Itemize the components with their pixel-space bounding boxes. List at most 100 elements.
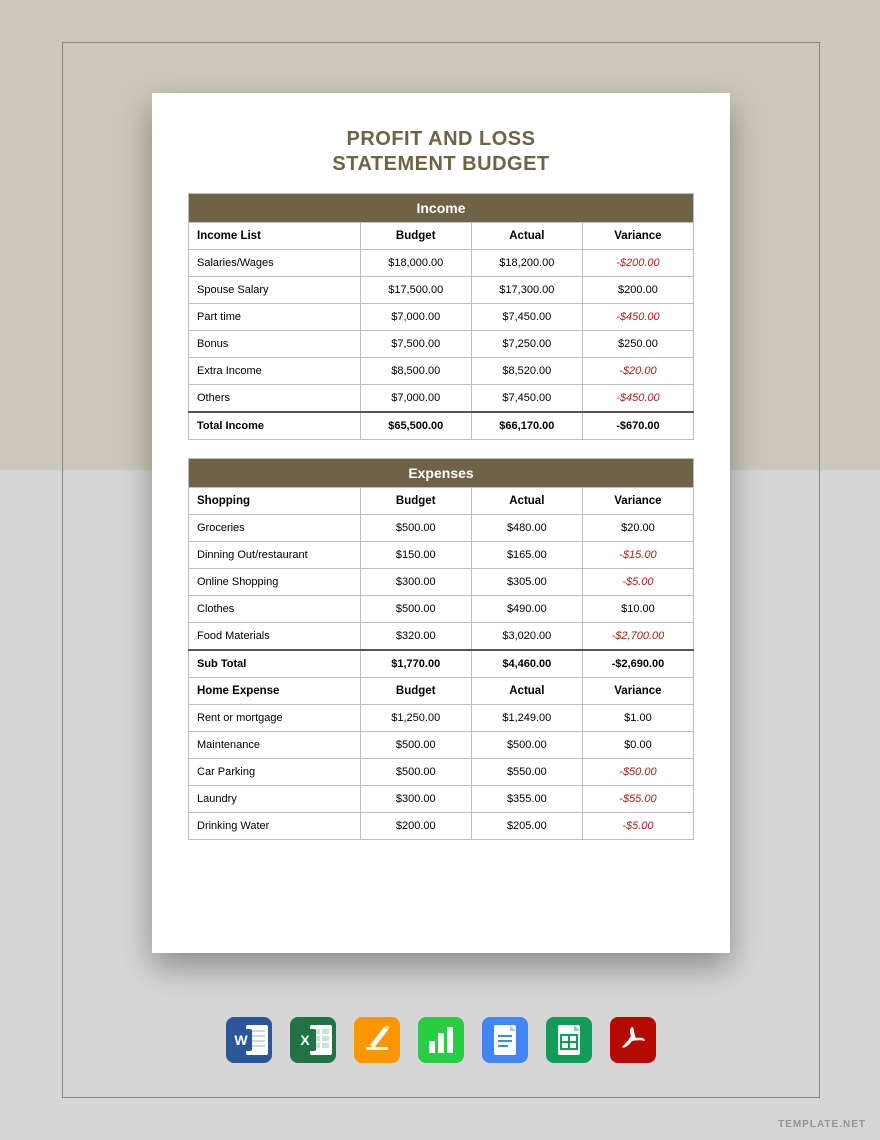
cell: -$5.00: [582, 569, 693, 596]
income-col-actual: Actual: [471, 223, 582, 250]
pdf-icon[interactable]: [610, 1017, 656, 1063]
cell: $7,000.00: [360, 304, 471, 331]
cell: $480.00: [471, 515, 582, 542]
title-line-2: STATEMENT BUDGET: [188, 152, 694, 177]
table-row: Rent or mortgage$1,250.00$1,249.00$1.00: [189, 705, 694, 732]
shopping-column-header: Shopping Budget Actual Variance: [189, 488, 694, 515]
cell: Groceries: [189, 515, 361, 542]
table-spacer: [188, 440, 694, 458]
cell: Food Materials: [189, 623, 361, 651]
title-line-1: PROFIT AND LOSS: [188, 127, 694, 152]
cell: $8,520.00: [471, 358, 582, 385]
shopping-subtotal-actual: $4,460.00: [471, 650, 582, 678]
cell: $500.00: [360, 515, 471, 542]
document-page: PROFIT AND LOSS STATEMENT BUDGET Income …: [152, 93, 730, 953]
income-col-list: Income List: [189, 223, 361, 250]
app-icons-row: WX: [226, 1017, 656, 1063]
cell: Others: [189, 385, 361, 413]
table-row: Maintenance$500.00$500.00$0.00: [189, 732, 694, 759]
cell: Rent or mortgage: [189, 705, 361, 732]
pages-icon[interactable]: [354, 1017, 400, 1063]
cell: $18,000.00: [360, 250, 471, 277]
shopping-subtotal-label: Sub Total: [189, 650, 361, 678]
cell: $500.00: [360, 759, 471, 786]
income-total-label: Total Income: [189, 412, 361, 440]
shopping-subtotal-variance: -$2,690.00: [582, 650, 693, 678]
table-row: Part time$7,000.00$7,450.00-$450.00: [189, 304, 694, 331]
expenses-section-header: Expenses: [189, 459, 694, 488]
cell: $7,000.00: [360, 385, 471, 413]
cell: $250.00: [582, 331, 693, 358]
preview-frame: PROFIT AND LOSS STATEMENT BUDGET Income …: [62, 42, 820, 1098]
table-row: Online Shopping$300.00$305.00-$5.00: [189, 569, 694, 596]
cell: Dinning Out/restaurant: [189, 542, 361, 569]
cell: -$5.00: [582, 813, 693, 840]
income-total-actual: $66,170.00: [471, 412, 582, 440]
cell: $7,500.00: [360, 331, 471, 358]
table-row: Dinning Out/restaurant$150.00$165.00-$15…: [189, 542, 694, 569]
home-col-label: Home Expense: [189, 678, 361, 705]
cell: $200.00: [360, 813, 471, 840]
cell: $3,020.00: [471, 623, 582, 651]
cell: $7,450.00: [471, 304, 582, 331]
cell: $490.00: [471, 596, 582, 623]
cell: Clothes: [189, 596, 361, 623]
excel-icon[interactable]: X: [290, 1017, 336, 1063]
shopping-col-budget: Budget: [360, 488, 471, 515]
shopping-subtotal-budget: $1,770.00: [360, 650, 471, 678]
home-col-actual: Actual: [471, 678, 582, 705]
cell: Maintenance: [189, 732, 361, 759]
table-row: Groceries$500.00$480.00$20.00: [189, 515, 694, 542]
cell: Laundry: [189, 786, 361, 813]
home-col-budget: Budget: [360, 678, 471, 705]
cell: -$450.00: [582, 304, 693, 331]
income-section-title: Income: [189, 194, 694, 223]
cell: $7,250.00: [471, 331, 582, 358]
income-col-budget: Budget: [360, 223, 471, 250]
table-row: Drinking Water$200.00$205.00-$5.00: [189, 813, 694, 840]
cell: -$15.00: [582, 542, 693, 569]
cell: $10.00: [582, 596, 693, 623]
cell: Car Parking: [189, 759, 361, 786]
cell: $500.00: [471, 732, 582, 759]
document-title: PROFIT AND LOSS STATEMENT BUDGET: [188, 127, 694, 177]
table-row: Clothes$500.00$490.00$10.00: [189, 596, 694, 623]
cell: -$200.00: [582, 250, 693, 277]
table-row: Bonus$7,500.00$7,250.00$250.00: [189, 331, 694, 358]
table-row: Food Materials$320.00$3,020.00-$2,700.00: [189, 623, 694, 651]
cell: Extra Income: [189, 358, 361, 385]
cell: $7,450.00: [471, 385, 582, 413]
cell: Salaries/Wages: [189, 250, 361, 277]
cell: $550.00: [471, 759, 582, 786]
cell: -$50.00: [582, 759, 693, 786]
cell: -$20.00: [582, 358, 693, 385]
cell: $300.00: [360, 786, 471, 813]
cell: -$2,700.00: [582, 623, 693, 651]
table-row: Others$7,000.00$7,450.00-$450.00: [189, 385, 694, 413]
shopping-col-variance: Variance: [582, 488, 693, 515]
shopping-col-label: Shopping: [189, 488, 361, 515]
sheets-icon[interactable]: [546, 1017, 592, 1063]
table-row: Salaries/Wages$18,000.00$18,200.00-$200.…: [189, 250, 694, 277]
cell: $165.00: [471, 542, 582, 569]
income-column-header: Income List Budget Actual Variance: [189, 223, 694, 250]
cell: $200.00: [582, 277, 693, 304]
watermark: TEMPLATE.NET: [778, 1119, 866, 1130]
income-total-budget: $65,500.00: [360, 412, 471, 440]
cell: $18,200.00: [471, 250, 582, 277]
table-row: Car Parking$500.00$550.00-$50.00: [189, 759, 694, 786]
numbers-icon[interactable]: [418, 1017, 464, 1063]
cell: $205.00: [471, 813, 582, 840]
income-total-row: Total Income $65,500.00 $66,170.00 -$670…: [189, 412, 694, 440]
expenses-table: Expenses Shopping Budget Actual Variance…: [188, 458, 694, 840]
docs-icon[interactable]: [482, 1017, 528, 1063]
cell: $500.00: [360, 596, 471, 623]
income-table: Income Income List Budget Actual Varianc…: [188, 193, 694, 440]
expenses-section-title: Expenses: [189, 459, 694, 488]
cell: $8,500.00: [360, 358, 471, 385]
cell: $300.00: [360, 569, 471, 596]
cell: $320.00: [360, 623, 471, 651]
income-section-header: Income: [189, 194, 694, 223]
income-total-variance: -$670.00: [582, 412, 693, 440]
word-icon[interactable]: W: [226, 1017, 272, 1063]
